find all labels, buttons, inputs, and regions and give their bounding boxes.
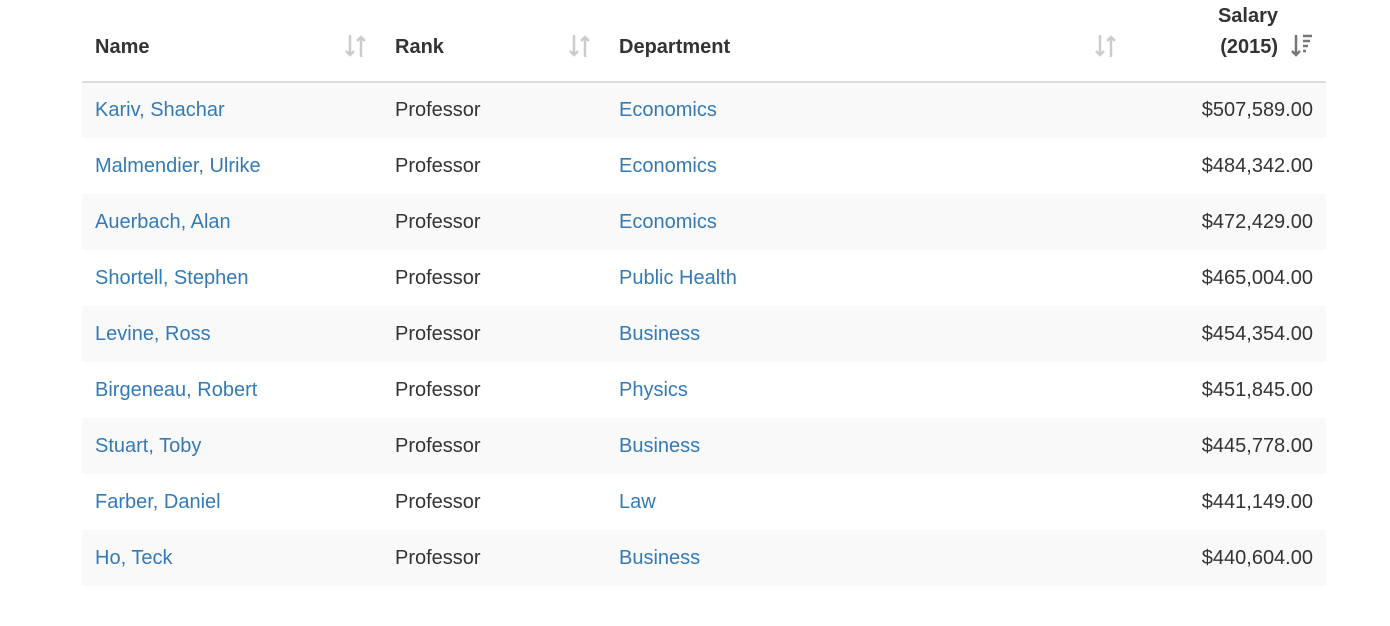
rank-cell: Professor bbox=[382, 306, 606, 362]
name-link[interactable]: Levine, Ross bbox=[82, 306, 382, 362]
department-link[interactable]: Business bbox=[606, 530, 1130, 586]
salary-cell: $465,004.00 bbox=[1201, 266, 1313, 289]
table-row: Kariv, Shachar Professor Economics $507,589… bbox=[82, 82, 1326, 138]
empty-cell bbox=[82, 586, 382, 626]
table-row: Auerbach, Alan Professor Economics $472,429… bbox=[82, 194, 1326, 250]
column-header[interactable]: Salary (2015) bbox=[1130, 0, 1326, 83]
page: Name Rank Department Salary (2015) Kariv… bbox=[82, 0, 1326, 569]
sort-icon bbox=[569, 35, 590, 57]
table-header: Name Rank Department Salary (2015) bbox=[82, 0, 1326, 83]
table-row: Farber, Daniel Professor Law $441,149.00 bbox=[82, 474, 1326, 530]
salary-cell: $445,778.00 bbox=[1130, 418, 1326, 474]
rank-cell: Professor bbox=[382, 418, 606, 474]
partial-row bbox=[82, 586, 1326, 626]
rank-cell: Professor bbox=[382, 194, 606, 250]
header-text: Name bbox=[95, 36, 150, 58]
name-link[interactable]: Birgeneau, Robert bbox=[95, 378, 258, 401]
salary-table: Name Rank Department Salary (2015) Kariv… bbox=[82, 0, 1326, 626]
empty-cell bbox=[606, 586, 1130, 626]
empty-cell bbox=[382, 586, 606, 626]
sort-icon bbox=[345, 35, 366, 57]
department-link[interactable]: Economics bbox=[619, 154, 717, 177]
name-link[interactable]: Stuart, Toby bbox=[82, 418, 382, 474]
table-row: Levine, Ross Professor Business $454,354.00 bbox=[82, 306, 1326, 362]
name-link[interactable]: Kariv, Shachar bbox=[82, 82, 382, 138]
salary-cell: $484,342.00 bbox=[1201, 154, 1313, 177]
salary-cell: $441,149.00 bbox=[1201, 490, 1313, 513]
header-text: Rank bbox=[395, 36, 444, 58]
rank-cell: Professor bbox=[382, 82, 606, 138]
department-link[interactable]: Public Health bbox=[619, 266, 737, 289]
department-link[interactable]: Law bbox=[619, 490, 656, 513]
name-link[interactable]: Ho, Teck bbox=[82, 530, 382, 586]
name-link[interactable]: Shortell, Stephen bbox=[95, 266, 249, 289]
header-text: Salary (2015) bbox=[1217, 5, 1278, 58]
sort-icon bbox=[1291, 34, 1312, 57]
salary-cell: $451,845.00 bbox=[1201, 378, 1313, 401]
table-row: Birgeneau, Robert Professor Physics $451,84… bbox=[82, 362, 1326, 418]
rank-cell: Professor bbox=[382, 530, 606, 586]
empty-cell bbox=[1130, 586, 1326, 626]
department-link[interactable]: Business bbox=[606, 306, 1130, 362]
column-header[interactable]: Department bbox=[606, 0, 1130, 83]
name-link[interactable]: Malmendier, Ulrike bbox=[95, 154, 261, 177]
department-link[interactable]: Business bbox=[606, 418, 1130, 474]
sort-icon bbox=[1095, 35, 1116, 57]
rank-cell: Professor bbox=[395, 154, 481, 177]
salary-cell: $472,429.00 bbox=[1130, 194, 1326, 250]
table-row: Shortell, Stephen Professor Public Health $… bbox=[82, 250, 1326, 306]
salary-cell: $454,354.00 bbox=[1130, 306, 1326, 362]
name-link[interactable]: Farber, Daniel bbox=[95, 490, 221, 513]
header-text: Department bbox=[619, 36, 731, 58]
rank-cell: Professor bbox=[395, 266, 481, 289]
rank-cell: Professor bbox=[395, 378, 481, 401]
department-link[interactable]: Physics bbox=[619, 378, 688, 401]
table-row: Malmendier, Ulrike Professor Economics $484… bbox=[82, 138, 1326, 194]
rank-cell: Professor bbox=[395, 490, 481, 513]
department-link[interactable]: Economics bbox=[606, 82, 1130, 138]
table-row: Stuart, Toby Professor Business $445,778.00 bbox=[82, 418, 1326, 474]
salary-cell: $440,604.00 bbox=[1130, 530, 1326, 586]
table-body: Kariv, Shachar Professor Economics $507,589… bbox=[82, 82, 1326, 626]
table-row: Ho, Teck Professor Business $440,604.00 bbox=[82, 530, 1326, 586]
column-header[interactable]: Name bbox=[82, 0, 382, 83]
header-row: Name Rank Department Salary (2015) bbox=[82, 0, 1326, 83]
salary-cell: $507,589.00 bbox=[1130, 82, 1326, 138]
name-link[interactable]: Auerbach, Alan bbox=[82, 194, 382, 250]
column-header[interactable]: Rank bbox=[382, 0, 606, 83]
department-link[interactable]: Economics bbox=[606, 194, 1130, 250]
